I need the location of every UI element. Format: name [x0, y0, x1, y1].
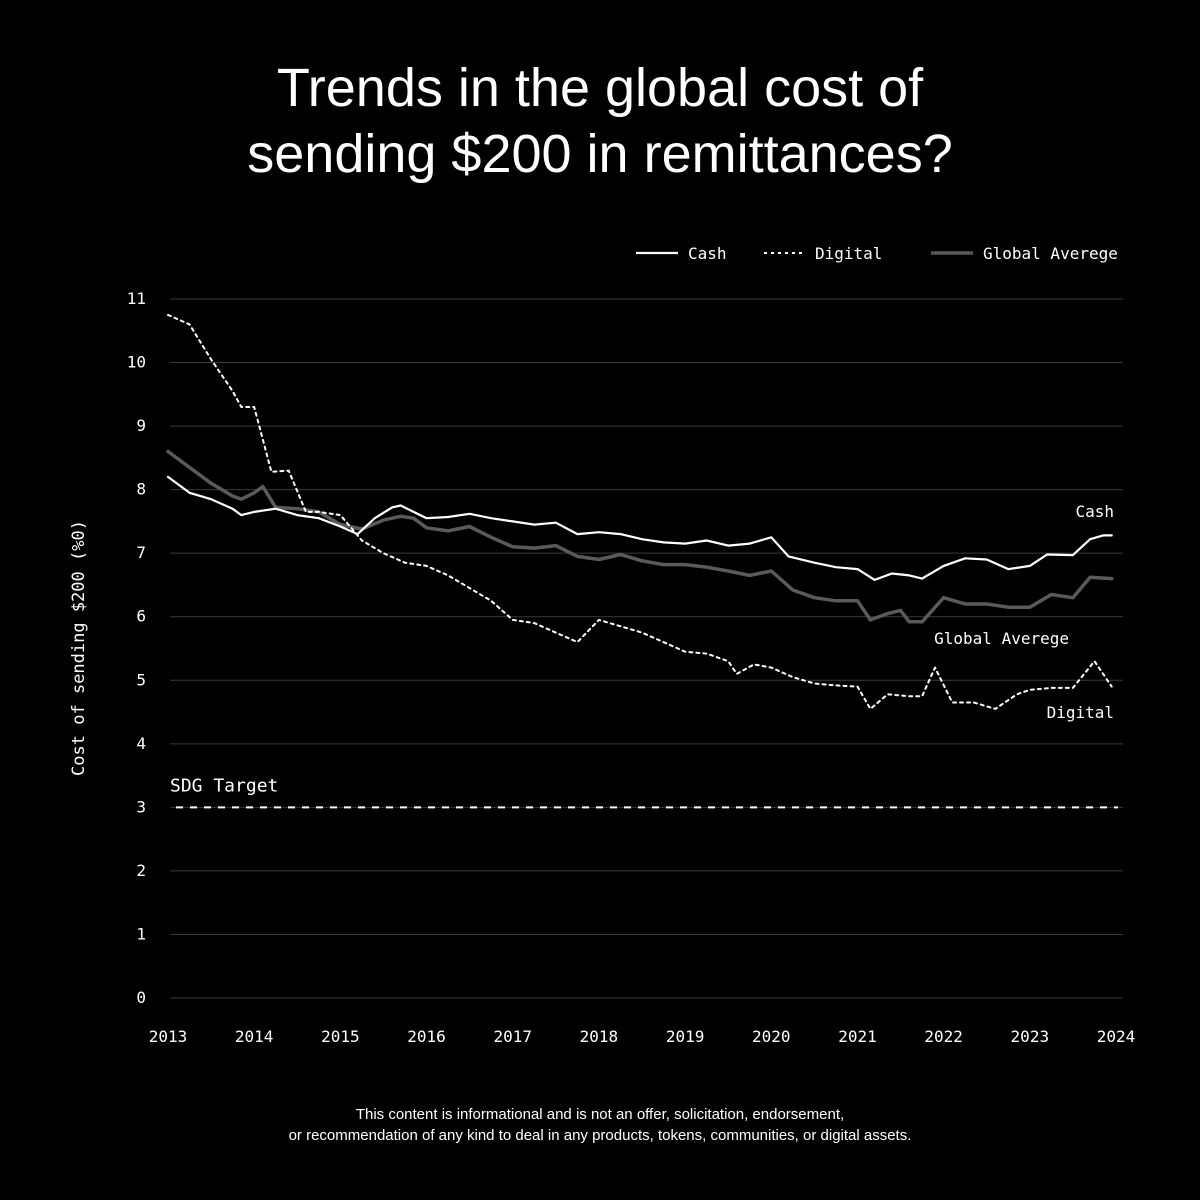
legend-label-cash: Cash [688, 244, 727, 263]
series-line-digital [167, 313, 1113, 710]
series-lines [166, 313, 1114, 710]
y-tick-label-11: 11 [127, 289, 146, 308]
x-tick-label-2017: 2017 [493, 1027, 532, 1046]
chart-title-line-1: Trends in the global cost of [276, 58, 924, 118]
y-tick-label-1: 1 [136, 924, 146, 943]
x-tick-label-2016: 2016 [407, 1027, 446, 1046]
legend: Cash Digital Global Averege [636, 244, 1118, 263]
end-label-global-averege: Global Averege [934, 629, 1069, 648]
y-tick-label-9: 9 [136, 416, 146, 435]
y-tick-label-10: 10 [127, 353, 146, 372]
y-axis-label: Cost of sending $200 (%0) [69, 520, 89, 776]
y-axis-ticks: 0 1 2 3 4 5 6 7 8 9 10 11 [127, 289, 146, 1007]
grid-lines [170, 298, 1123, 999]
x-axis-ticks: 2013 2014 2015 2016 2017 2018 2019 2020 2021 2022… [149, 1027, 1136, 1046]
y-tick-label-5: 5 [136, 670, 146, 689]
sdg-target: SDG Target [170, 775, 1118, 809]
x-tick-label-2023: 2023 [1011, 1027, 1050, 1046]
series-line-cash [166, 475, 1113, 581]
legend-label-global-averege: Global Averege [983, 244, 1118, 263]
x-tick-label-2019: 2019 [666, 1027, 705, 1046]
y-tick-label-0: 0 [136, 988, 146, 1007]
series-end-labels: Cash Digital Global Averege [934, 502, 1114, 722]
x-tick-label-2024: 2024 [1097, 1027, 1136, 1046]
end-label-digital: Digital [1047, 703, 1114, 722]
x-tick-label-2013: 2013 [149, 1027, 188, 1046]
x-tick-label-2018: 2018 [580, 1027, 619, 1046]
chart-title-line-2: sending $200 in remittances? [247, 124, 953, 184]
y-tick-label-4: 4 [136, 734, 146, 753]
y-tick-label-8: 8 [136, 480, 146, 499]
disclaimer-line-1: This content is informational and is not… [355, 1106, 845, 1123]
x-tick-label-2022: 2022 [924, 1027, 963, 1046]
legend-label-digital: Digital [815, 244, 882, 263]
disclaimer: This content is informational and is not… [0, 1104, 1200, 1146]
disclaimer-line-2: or recommendation of any kind to deal in… [288, 1127, 912, 1144]
x-tick-label-2021: 2021 [838, 1027, 877, 1046]
x-tick-label-2015: 2015 [321, 1027, 360, 1046]
y-tick-label-6: 6 [136, 607, 146, 626]
chart-title: Trends in the global cost of sending $20… [0, 55, 1200, 187]
x-tick-label-2014: 2014 [235, 1027, 274, 1046]
x-tick-label-2020: 2020 [752, 1027, 791, 1046]
sdg-target-label: SDG Target [170, 775, 278, 796]
series-line-global-averege [166, 449, 1114, 624]
y-tick-label-7: 7 [136, 543, 146, 562]
y-tick-label-2: 2 [136, 861, 146, 880]
end-label-cash: Cash [1075, 502, 1114, 521]
y-tick-label-3: 3 [136, 797, 146, 816]
